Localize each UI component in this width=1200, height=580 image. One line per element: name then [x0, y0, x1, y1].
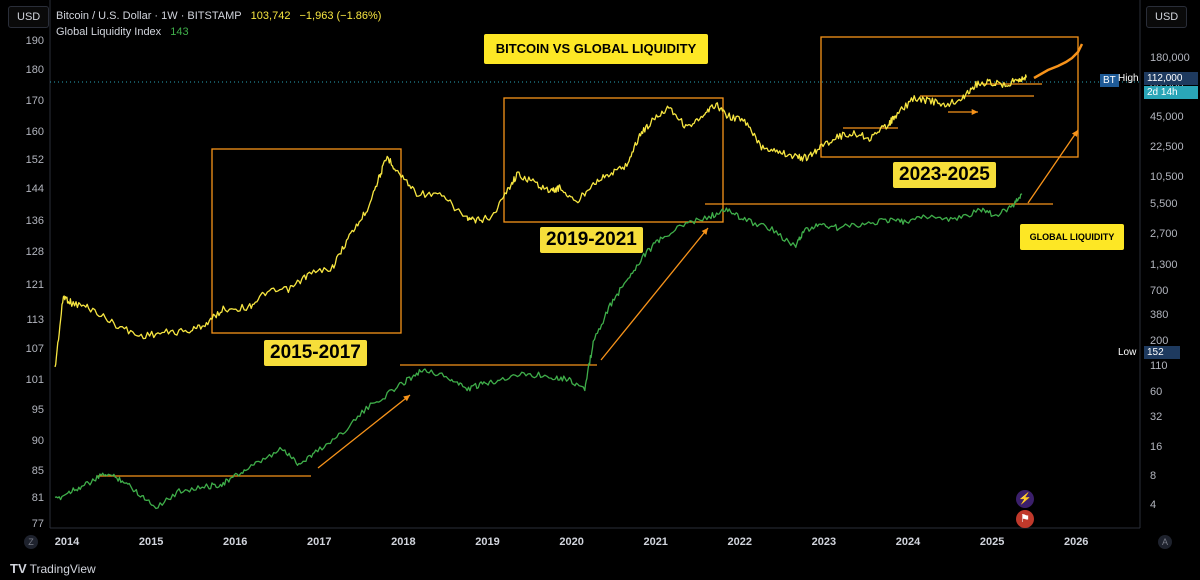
left-axis-tick-label: 95 [32, 404, 44, 416]
trend-arrow-head [403, 395, 410, 402]
currency-button-right[interactable]: USD [1146, 6, 1188, 28]
right-axis-tick-label: 2,700 [1150, 228, 1178, 240]
x-axis-tick-label: 2014 [55, 536, 80, 548]
high-label: High [1118, 73, 1139, 84]
left-axis-tick-label: 128 [26, 246, 44, 258]
right-axis-tick-label: 5,500 [1150, 198, 1178, 210]
right-axis-tick-label: 200 [1150, 335, 1168, 347]
left-axis-tick-label: 160 [26, 126, 44, 138]
indicator-name[interactable]: Global Liquidity Index [56, 26, 162, 38]
tradingview-logo[interactable]: TV TradingView [10, 561, 96, 576]
left-axis-tick-label: 81 [32, 492, 44, 504]
left-axis-tick-label: 101 [26, 374, 44, 386]
zoom-corner-button[interactable]: Z [24, 535, 38, 549]
right-axis-tick-label: 110 [1150, 360, 1168, 372]
x-axis-tick-label: 2020 [559, 536, 583, 548]
right-axis-tick-label: 180,000 [1150, 52, 1190, 64]
left-axis-tick-label: 85 [32, 465, 44, 477]
right-axis-tick-label: 8 [1150, 470, 1156, 482]
right-axis-tick-label: 16 [1150, 441, 1162, 453]
x-axis-tick-label: 2024 [896, 536, 921, 548]
left-axis-tick-label: 121 [26, 279, 44, 291]
trend-arrow-head [701, 228, 708, 235]
trend-arrow [317, 394, 411, 469]
left-axis-tick-label: 152 [26, 154, 44, 166]
trend-arrow-head [1071, 130, 1078, 137]
price-change: −1,963 (−1.86%) [299, 10, 382, 22]
right-axis-tick-label: 4 [1150, 499, 1156, 511]
left-axis-tick-label: 113 [26, 314, 44, 326]
lightning-icon[interactable]: ⚡ [1016, 490, 1034, 508]
auto-scale-button[interactable]: A [1158, 535, 1172, 549]
low-label: Low [1118, 347, 1137, 358]
trend-arrow [1027, 129, 1079, 204]
left-axis-tick-label: 170 [26, 95, 44, 107]
x-axis-tick-label: 2023 [812, 536, 836, 548]
period-label-2019: 2019-2021 [540, 227, 643, 253]
right-axis-tick-label: 1,300 [1150, 259, 1178, 271]
symbol-legend: Bitcoin / U.S. Dollar · 1W · BITSTAMP 10… [56, 10, 387, 22]
global-liquidity-label: GLOBAL LIQUIDITY [1020, 224, 1124, 250]
x-axis-tick-label: 2025 [980, 536, 1004, 548]
annotation-box [820, 36, 1079, 158]
last-price: 103,742 [250, 10, 291, 22]
right-axis-tick-label: 10,500 [1150, 171, 1184, 183]
period-label-2015: 2015-2017 [264, 340, 367, 366]
left-axis-tick-label: 144 [26, 183, 44, 195]
right-axis-tick-label: 380 [1150, 309, 1168, 321]
footer-bar [0, 557, 1200, 580]
low-value-tag: 152 [1144, 346, 1180, 359]
chart-title-label: BITCOIN VS GLOBAL LIQUIDITY [484, 34, 708, 64]
series-line [54, 193, 1023, 510]
projection-path [1033, 43, 1084, 80]
tv-logo-icon: TV [10, 561, 27, 576]
left-axis-tick-label: 77 [32, 518, 44, 530]
countdown-tag: 2d 14h [1144, 86, 1198, 99]
left-axis-tick-label: 180 [26, 64, 44, 76]
bt-tag: BT [1100, 74, 1119, 87]
trend-arrow [600, 227, 709, 361]
right-axis-tick-label: 700 [1150, 285, 1168, 297]
left-axis-tick-label: 136 [26, 215, 44, 227]
annotation-box [503, 97, 724, 223]
x-axis-tick-label: 2018 [391, 536, 415, 548]
left-axis-tick-label: 190 [26, 35, 44, 47]
x-axis-tick-label: 2026 [1064, 536, 1088, 548]
x-axis-tick-label: 2016 [223, 536, 247, 548]
right-axis-tick-label: 22,500 [1150, 141, 1184, 153]
symbol-name[interactable]: Bitcoin / U.S. Dollar · 1W · BITSTAMP [56, 10, 242, 22]
right-axis-tick-label: 32 [1150, 411, 1162, 423]
x-axis-tick-label: 2015 [139, 536, 163, 548]
flag-icon[interactable]: ⚑ [1016, 510, 1034, 528]
right-axis-tick-label: 45,000 [1150, 111, 1184, 123]
x-axis-tick-label: 2019 [475, 536, 499, 548]
left-axis-tick-label: 90 [32, 435, 44, 447]
x-axis-tick-label: 2021 [643, 536, 667, 548]
right-axis-tick-label: 60 [1150, 386, 1162, 398]
series-line [54, 74, 1028, 368]
annotation-box [211, 148, 402, 334]
indicator-value: 143 [170, 26, 189, 38]
indicator-legend: Global Liquidity Index 143 [56, 26, 195, 38]
x-axis-tick-label: 2017 [307, 536, 331, 548]
high-value-tag: 112,000 [1144, 72, 1198, 85]
x-axis-tick-label: 2022 [728, 536, 752, 548]
left-axis-tick-label: 107 [26, 343, 44, 355]
period-label-2023: 2023-2025 [893, 162, 996, 188]
currency-button-left[interactable]: USD [8, 6, 50, 28]
trend-arrow-head [971, 108, 978, 116]
